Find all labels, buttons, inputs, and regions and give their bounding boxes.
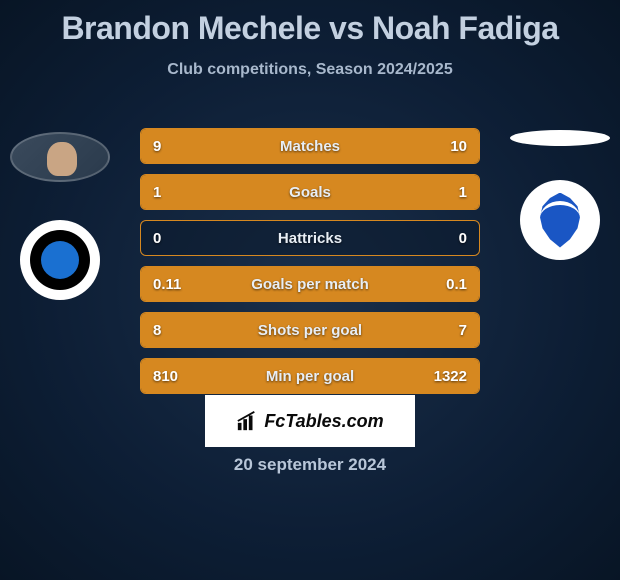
stat-row: 11Goals [140, 174, 480, 210]
player-left-avatar [10, 132, 110, 182]
stat-label: Matches [141, 138, 479, 155]
subtitle: Club competitions, Season 2024/2025 [0, 61, 620, 79]
stat-label: Min per goal [141, 368, 479, 385]
page-title: Brandon Mechele vs Noah Fadiga [0, 0, 620, 47]
club-right-logo [520, 180, 600, 260]
stats-container: 910Matches 11Goals 00Hattricks 0.110.1Goals… [140, 128, 480, 404]
stat-row: 910Matches [140, 128, 480, 164]
club-left-logo [20, 220, 100, 300]
stat-row: 0.110.1Goals per match [140, 266, 480, 302]
stat-label: Hattricks [141, 230, 479, 247]
stat-label: Goals per match [141, 276, 479, 293]
brand-badge: FcTables.com [205, 395, 415, 447]
stat-row: 00Hattricks [140, 220, 480, 256]
brand-text: FcTables.com [264, 411, 383, 432]
date-text: 20 september 2024 [0, 455, 620, 475]
stat-row: 87Shots per goal [140, 312, 480, 348]
chart-icon [236, 410, 258, 432]
stat-row: 8101322Min per goal [140, 358, 480, 394]
stat-label: Shots per goal [141, 322, 479, 339]
stat-label: Goals [141, 184, 479, 201]
player-right-avatar [510, 130, 610, 146]
